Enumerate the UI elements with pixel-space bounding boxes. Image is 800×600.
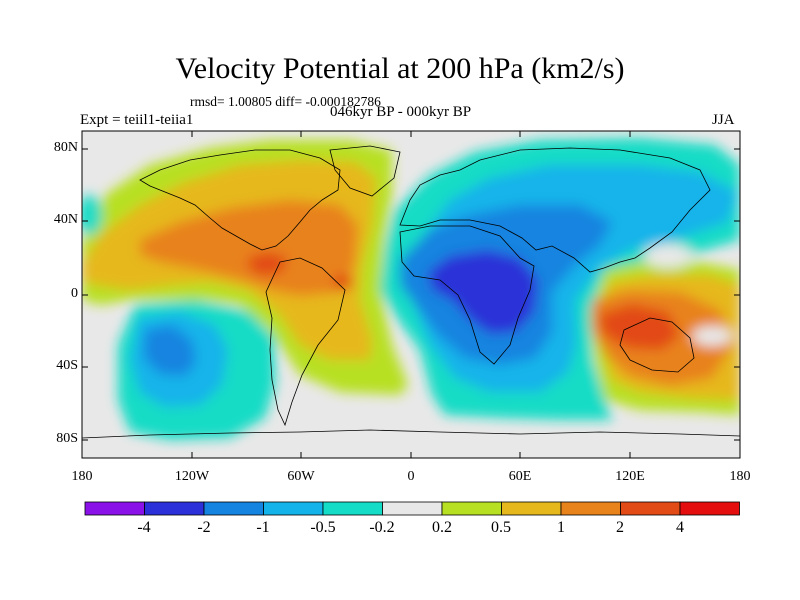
colorbar-label: 1 [557,519,565,536]
colorbar-box [144,501,205,516]
colorbar-box [679,501,740,516]
colorbar-box [322,501,383,516]
coast-antarctica [82,429,740,439]
period-label: 046kyr BP - 000kyr BP [330,104,472,120]
colorbar [84,501,740,516]
y-tick-label: 40N [53,212,78,227]
colorbar-box [382,501,443,516]
y-tick-label: 80N [53,140,78,155]
axis-ticks [81,131,741,458]
colorbar-box [560,501,621,516]
colorbar-box [501,501,562,516]
colorbar-box [620,501,681,516]
coast-eurasia [399,147,711,273]
x-tick-label: 0 [407,469,415,484]
colorbar-label: -1 [256,519,270,536]
neutral-hole-asia [644,244,692,268]
colorbar-label: -2 [197,519,211,536]
colorbar-label: 2 [616,519,624,536]
coastlines [82,145,740,439]
x-tick-label: 120W [174,469,210,484]
y-tick-label: 40S [56,358,78,373]
negative-region-westcoast [82,195,102,235]
x-tick-label: 180 [71,469,93,484]
season-label: JJA [712,112,735,128]
neutral-hole-newzealand [692,326,732,346]
negative-region-pacific-1 [144,325,196,376]
stats-text: rmsd= 1.00805 diff= -0.000182786 [190,94,381,109]
experiment-label: Expt = teiil1-teiia1 [80,112,194,128]
map-title: Velocity Potential at 200 hPa (km2/s) [175,52,625,85]
coast-africa [399,225,535,365]
y-tick-label: 80S [56,431,78,446]
positive-peak-2 [333,274,353,290]
colorbar-box [84,501,145,516]
x-tick-label: 60W [287,469,315,484]
x-tick-label: 60E [508,469,532,484]
contour-fill [82,131,740,458]
colorbar-label: -0.5 [310,519,336,536]
x-tick-label: 180 [729,469,751,484]
coast-south-america [265,257,346,427]
colorbar-label: 4 [676,519,684,536]
positive-region-2 [248,252,288,276]
positive-region-australia-2 [598,304,680,350]
colorbar-box [203,501,264,516]
coast-greenland [329,145,401,197]
positive-region-1 [140,200,358,296]
colorbar-label: 0.2 [432,519,452,536]
negative-region-2 [428,250,538,334]
x-tick-label: 120E [615,469,645,484]
coast-north-america [139,149,341,251]
y-tick-label: 0 [71,286,78,301]
coast-australia [619,317,695,373]
colorbar-box [263,501,324,516]
colorbar-label: -4 [137,519,151,536]
colorbar-label: 0.5 [491,519,511,536]
colorbar-label: -0.2 [369,519,395,536]
colorbar-box [441,501,502,516]
